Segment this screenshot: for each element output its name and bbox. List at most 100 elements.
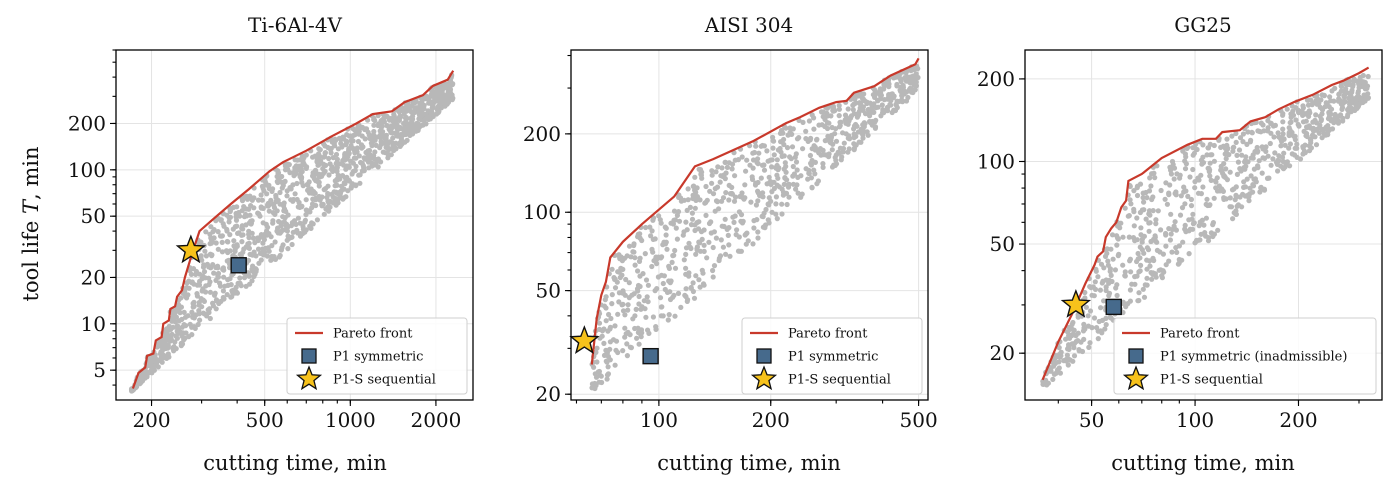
candidate-point <box>658 304 665 310</box>
candidate-point <box>397 114 404 120</box>
candidate-point <box>609 301 615 307</box>
candidate-point <box>812 159 819 165</box>
candidate-point <box>604 376 610 382</box>
candidate-point <box>594 345 600 351</box>
candidate-point <box>270 201 276 207</box>
candidate-point <box>208 240 215 246</box>
candidate-point <box>712 186 718 192</box>
candidate-point <box>1244 141 1250 147</box>
candidate-point <box>335 172 341 178</box>
candidate-point <box>246 235 252 241</box>
candidate-point <box>1224 136 1230 142</box>
y-tick-label: 200 <box>977 67 1015 91</box>
candidate-point <box>1246 194 1252 200</box>
panel-aisi304: 100 200 500 20 50 100 200 Pareto front P1 symmet… <box>523 49 938 432</box>
candidate-point <box>788 131 794 137</box>
candidate-point <box>1356 83 1362 89</box>
candidate-point <box>626 280 632 286</box>
candidate-point <box>1218 167 1224 173</box>
candidate-point <box>246 273 252 279</box>
candidate-point <box>1152 175 1158 181</box>
candidate-point <box>622 325 628 331</box>
candidate-point <box>414 120 420 126</box>
candidate-point <box>709 172 715 178</box>
candidate-point <box>1257 189 1263 195</box>
candidate-point <box>208 224 214 230</box>
candidate-point <box>666 312 672 318</box>
legend-label: Pareto front <box>333 327 413 342</box>
candidate-point <box>210 229 216 235</box>
candidate-point <box>378 159 384 165</box>
candidate-point <box>1108 246 1114 252</box>
candidate-point <box>1258 129 1264 135</box>
candidate-point <box>1168 231 1174 237</box>
y-tick-label: 10 <box>81 312 106 336</box>
candidate-point <box>678 304 684 310</box>
candidate-point <box>1203 233 1209 239</box>
candidate-point <box>329 164 335 170</box>
candidate-point <box>202 248 208 254</box>
candidate-point <box>841 140 847 146</box>
candidate-point <box>260 205 266 211</box>
candidate-point <box>262 249 268 255</box>
candidate-point <box>1180 239 1186 245</box>
candidate-point <box>169 331 175 337</box>
candidate-point <box>178 340 184 346</box>
legend: Pareto front P1 symmetric P1-S sequential <box>286 317 468 395</box>
candidate-point <box>683 219 689 225</box>
candidate-point <box>606 311 612 318</box>
candidate-point <box>358 159 364 166</box>
candidate-point <box>1174 249 1180 255</box>
candidate-point <box>703 212 709 218</box>
candidate-point <box>366 165 372 171</box>
candidate-point <box>773 201 779 207</box>
candidate-point <box>684 227 690 233</box>
candidate-point <box>1075 338 1081 344</box>
candidate-point <box>720 244 727 250</box>
candidate-point <box>274 178 280 185</box>
candidate-point <box>1166 190 1172 196</box>
candidate-point <box>1150 208 1156 214</box>
candidate-point <box>635 329 642 336</box>
candidate-point <box>1230 216 1236 222</box>
candidate-point <box>842 112 849 118</box>
candidate-point <box>1182 201 1188 207</box>
legend-sequential-swatch <box>750 365 778 391</box>
candidate-point <box>1147 212 1153 218</box>
candidate-point <box>317 195 323 201</box>
candidate-point <box>898 84 904 90</box>
candidate-point <box>191 315 197 321</box>
candidate-point <box>1204 196 1210 202</box>
candidate-point <box>1242 159 1248 165</box>
candidate-point <box>694 220 700 226</box>
candidate-point <box>603 318 609 324</box>
candidate-point <box>682 292 688 298</box>
candidate-point <box>1173 245 1179 251</box>
candidate-point <box>625 302 631 308</box>
candidate-point <box>858 100 864 106</box>
candidate-point <box>869 109 875 115</box>
candidate-point <box>1342 99 1348 105</box>
candidate-point <box>805 138 811 144</box>
candidate-point <box>171 344 177 350</box>
candidate-point <box>1176 260 1182 266</box>
candidate-point <box>860 135 866 141</box>
candidate-point <box>742 182 748 188</box>
candidate-point <box>346 177 352 183</box>
candidate-point <box>718 237 724 243</box>
candidate-point <box>230 226 236 232</box>
candidate-point <box>418 112 424 118</box>
candidate-point <box>1168 211 1174 217</box>
candidate-point <box>787 125 793 131</box>
panel-gg25: 50 100 200 20 50 100 200 Pareto front P1 symmetr… <box>977 49 1383 432</box>
candidate-point <box>232 246 238 252</box>
candidate-point <box>1234 171 1240 177</box>
candidate-point <box>174 306 180 312</box>
candidate-point <box>1197 237 1203 243</box>
candidate-point <box>688 222 695 228</box>
candidate-point <box>401 120 407 127</box>
candidate-point <box>1300 144 1306 150</box>
candidate-point <box>1129 281 1135 287</box>
candidate-point <box>1146 188 1153 194</box>
candidate-point <box>861 120 867 126</box>
